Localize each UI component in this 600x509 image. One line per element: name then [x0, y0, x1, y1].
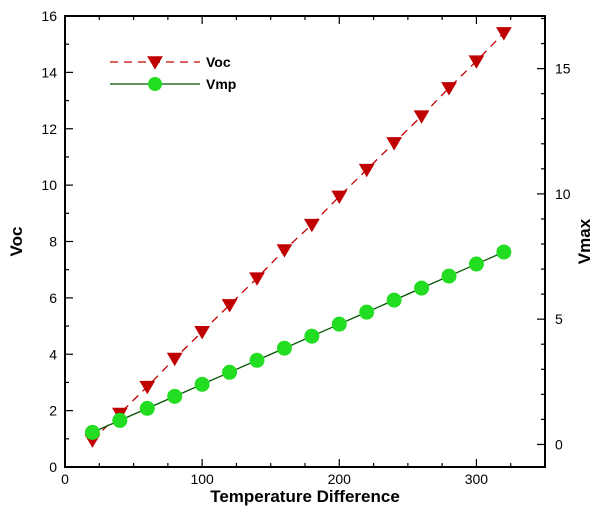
- data-point-vmp: [386, 292, 402, 308]
- ticks-layer: 0 100 200 300 0 2 4 6 8 10 12 14 16 0 5 10 15: [41, 8, 570, 487]
- x-tick-label: 100: [190, 471, 214, 487]
- x-tick-label: 200: [328, 471, 352, 487]
- data-point-vmp: [249, 352, 265, 368]
- y-axis-title: Voc: [7, 227, 26, 257]
- y-tick-label: 2: [49, 403, 57, 419]
- x-tick-label: 0: [61, 471, 69, 487]
- plot-frame: [64, 15, 546, 468]
- data-point-vmp: [359, 304, 375, 320]
- series-layer: [84, 27, 512, 448]
- data-point-vmp: [441, 268, 457, 284]
- y-tick-label: 6: [49, 290, 57, 306]
- data-point-voc: [166, 352, 183, 367]
- data-point-voc: [331, 190, 348, 205]
- data-point-voc: [495, 27, 512, 41]
- data-point-voc: [386, 137, 403, 151]
- y2-tick-label: 10: [555, 186, 571, 202]
- data-point-voc: [221, 299, 238, 313]
- legend-marker-vmp: [148, 77, 162, 91]
- data-point-voc: [441, 82, 457, 96]
- y2-tick-label: 5: [555, 311, 563, 327]
- data-point-voc: [468, 55, 485, 69]
- y-tick-label: 10: [41, 177, 57, 193]
- data-point-vmp: [468, 256, 484, 272]
- data-point-vmp: [167, 388, 183, 404]
- legend-label-voc: Voc: [206, 54, 231, 70]
- y-tick-label: 0: [49, 459, 57, 475]
- x-tick-label: 300: [465, 471, 489, 487]
- data-point-vmp: [139, 400, 155, 416]
- legend-label-vmp: Vmp: [206, 76, 236, 92]
- data-point-vmp: [276, 340, 292, 356]
- data-point-vmp: [112, 412, 128, 428]
- y-tick-label: 12: [41, 121, 57, 137]
- legend-marker-voc: [147, 56, 163, 70]
- data-point-voc: [358, 163, 375, 178]
- legend: Voc Vmp: [110, 54, 236, 92]
- y-tick-label: 8: [49, 234, 57, 250]
- data-point-voc: [413, 110, 430, 124]
- y-tick-label: 4: [49, 346, 57, 362]
- data-point-vmp: [222, 364, 238, 380]
- data-point-vmp: [331, 316, 347, 332]
- x-axis-title: Temperature Difference: [210, 487, 400, 506]
- y2-tick-label: 0: [555, 436, 563, 452]
- y2-tick-label: 15: [555, 61, 571, 77]
- data-point-voc: [139, 380, 156, 395]
- data-point-voc: [249, 272, 265, 286]
- data-point-vmp: [496, 244, 512, 260]
- y2-axis-title: Vmax: [575, 218, 594, 264]
- data-point-vmp: [304, 328, 320, 344]
- y-tick-label: 16: [41, 8, 57, 24]
- series-line-voc: [91, 32, 505, 441]
- y-tick-label: 14: [41, 64, 57, 80]
- data-point-vmp: [84, 424, 100, 440]
- data-point-voc: [303, 218, 320, 233]
- data-point-vmp: [414, 280, 430, 296]
- series-line-vmp: [92, 251, 505, 434]
- data-point-voc: [276, 244, 293, 258]
- data-point-vmp: [194, 376, 210, 392]
- data-point-voc: [194, 325, 211, 340]
